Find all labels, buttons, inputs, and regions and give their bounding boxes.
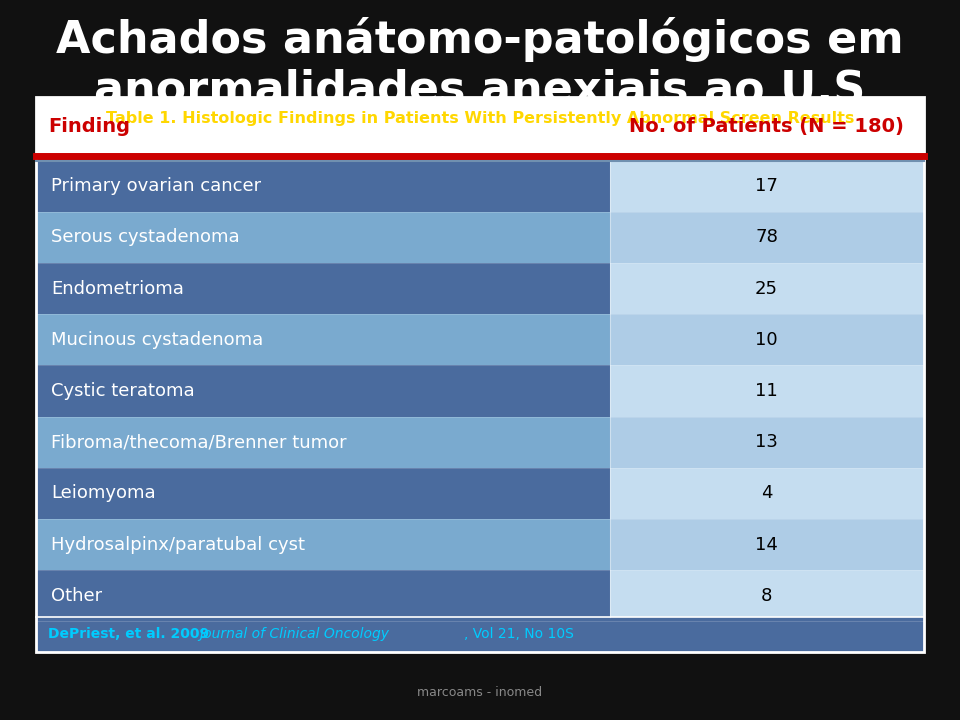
Text: Primary ovarian cancer: Primary ovarian cancer — [51, 177, 261, 195]
Text: 8: 8 — [761, 587, 772, 605]
Bar — [610, 519, 924, 570]
Bar — [36, 161, 610, 212]
Bar — [610, 365, 924, 417]
Bar — [610, 212, 924, 263]
Text: Table 1. Histologic Findings in Patients With Persistently Abnormal Screen Resul: Table 1. Histologic Findings in Patients… — [106, 112, 854, 126]
Bar — [36, 468, 610, 519]
Bar — [610, 314, 924, 365]
Bar — [610, 417, 924, 468]
Text: Achados anátomo-patológicos em: Achados anátomo-patológicos em — [57, 17, 903, 62]
Bar — [36, 97, 924, 652]
Text: 17: 17 — [756, 177, 778, 195]
Text: 10: 10 — [756, 330, 778, 348]
Text: Endometrioma: Endometrioma — [51, 279, 183, 297]
Text: 11: 11 — [756, 382, 778, 400]
Text: DePriest, et al. 2009: DePriest, et al. 2009 — [48, 627, 214, 642]
Bar — [36, 570, 610, 621]
Text: Mucinous cystadenoma: Mucinous cystadenoma — [51, 330, 263, 348]
Text: anormalidades anexiais ao U.S: anormalidades anexiais ao U.S — [94, 68, 866, 112]
Bar — [36, 263, 610, 314]
Text: Cystic teratoma: Cystic teratoma — [51, 382, 195, 400]
Text: No. of Patients (N = 180): No. of Patients (N = 180) — [629, 117, 904, 136]
Text: Fibroma/thecoma/Brenner tumor: Fibroma/thecoma/Brenner tumor — [51, 433, 347, 451]
Text: , Vol 21, No 10S: , Vol 21, No 10S — [464, 627, 573, 642]
Bar — [610, 161, 924, 212]
Bar — [36, 365, 610, 417]
Bar — [36, 417, 610, 468]
Bar — [36, 97, 924, 156]
Text: Other: Other — [51, 587, 102, 605]
Text: Hydrosalpinx/paratubal cyst: Hydrosalpinx/paratubal cyst — [51, 536, 305, 554]
Text: Serous cystadenoma: Serous cystadenoma — [51, 228, 239, 246]
Bar — [36, 212, 610, 263]
Text: 13: 13 — [756, 433, 778, 451]
Bar — [36, 519, 610, 570]
Bar — [36, 314, 610, 365]
Text: 4: 4 — [761, 485, 772, 503]
Text: 25: 25 — [756, 279, 778, 297]
Text: Leiomyoma: Leiomyoma — [51, 485, 156, 503]
Text: marcoams - inomed: marcoams - inomed — [418, 686, 542, 699]
Text: Journal of Clinical Oncology: Journal of Clinical Oncology — [200, 627, 390, 642]
Bar — [610, 570, 924, 621]
Text: 14: 14 — [756, 536, 778, 554]
Text: 78: 78 — [756, 228, 778, 246]
Bar — [610, 468, 924, 519]
Bar — [610, 263, 924, 314]
Text: Finding: Finding — [48, 117, 130, 136]
Bar — [36, 617, 924, 652]
